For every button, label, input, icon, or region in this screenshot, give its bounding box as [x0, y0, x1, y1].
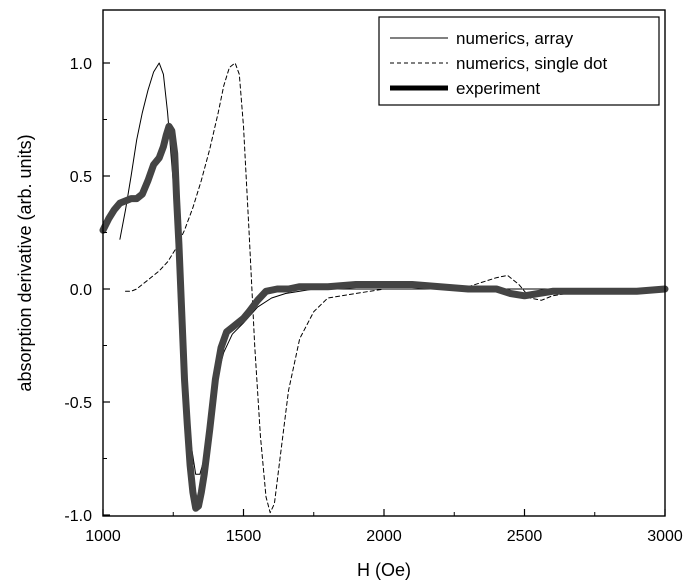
- y-tick-label: 0.5: [70, 169, 92, 186]
- legend-label-experiment: experiment: [456, 79, 540, 98]
- legend-label-array: numerics, array: [456, 29, 574, 48]
- legend: numerics, array numerics, single dot exp…: [378, 16, 660, 106]
- y-axis-label: absorption derivative (arb. units): [15, 134, 35, 391]
- x-tick-label: 1000: [85, 528, 121, 545]
- x-tick-label: 2500: [507, 528, 543, 545]
- y-tick-label: 1.0: [70, 56, 92, 73]
- y-tick-label: 0.0: [70, 282, 92, 299]
- x-tick-label: 2000: [366, 528, 402, 545]
- y-tick-labels: -1.0 -0.5 0.0 0.5 1.0: [64, 56, 92, 525]
- y-tick-label: -0.5: [64, 395, 92, 412]
- series-layer: [99, 62, 669, 514]
- series-line-numerics-single-dot: [125, 62, 666, 514]
- y-axis-ticks: [103, 62, 110, 516]
- legend-label-single-dot: numerics, single dot: [456, 54, 607, 73]
- series-line-experiment: [99, 122, 669, 512]
- x-axis-label: H (Oe): [357, 560, 411, 580]
- x-tick-label: 1500: [226, 528, 262, 545]
- x-axis-ticks: [102, 509, 666, 516]
- x-tick-labels: 1000 1500 2000 2500 3000: [85, 528, 683, 545]
- y-tick-label: -1.0: [64, 508, 92, 525]
- x-tick-label: 3000: [647, 528, 683, 545]
